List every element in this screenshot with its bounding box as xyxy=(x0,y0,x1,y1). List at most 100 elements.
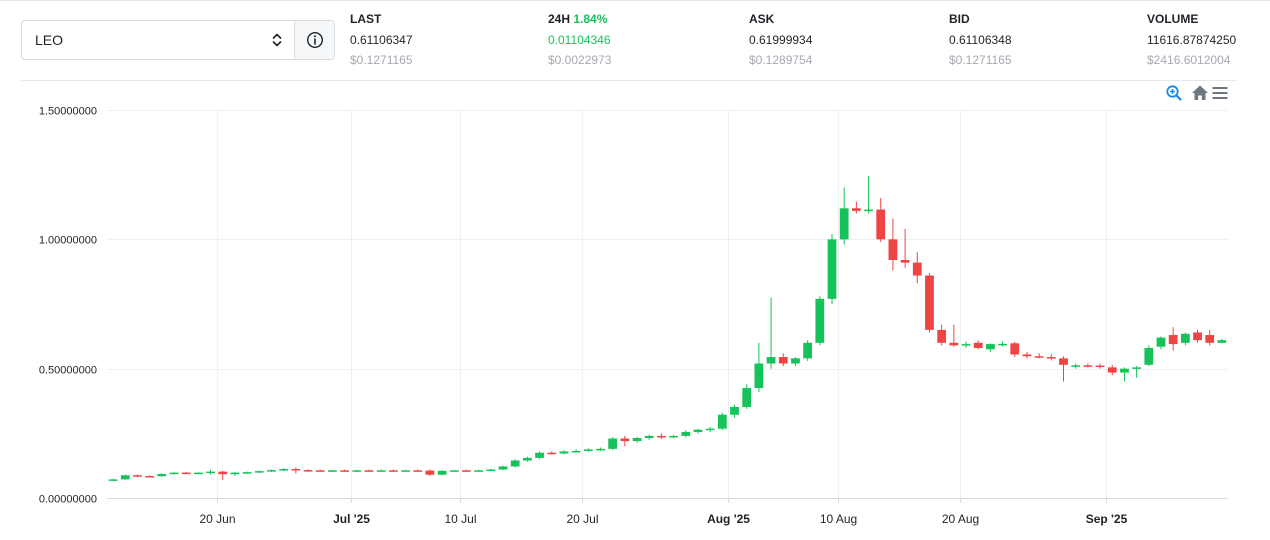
candle[interactable] xyxy=(474,469,484,472)
reset-zoom-button[interactable] xyxy=(1190,83,1210,103)
candle[interactable] xyxy=(742,384,752,409)
candle[interactable] xyxy=(376,469,386,472)
candle[interactable] xyxy=(876,197,886,242)
candle[interactable] xyxy=(498,465,508,471)
candle[interactable] xyxy=(973,340,983,350)
candle[interactable] xyxy=(851,201,861,214)
candle[interactable] xyxy=(730,404,739,418)
candle[interactable] xyxy=(571,449,581,453)
market-select[interactable]: LEO xyxy=(22,21,294,59)
candle[interactable] xyxy=(583,448,593,452)
candle[interactable] xyxy=(998,341,1007,347)
candle[interactable] xyxy=(1217,338,1227,344)
candle[interactable] xyxy=(1022,351,1032,359)
candle[interactable] xyxy=(1193,329,1202,343)
candle[interactable] xyxy=(462,469,471,472)
candle[interactable] xyxy=(1010,341,1020,358)
candle[interactable] xyxy=(157,473,167,477)
candle[interactable] xyxy=(1107,364,1117,376)
candle[interactable] xyxy=(1034,353,1044,359)
candle[interactable] xyxy=(693,428,703,434)
candle[interactable] xyxy=(1095,363,1105,369)
candle[interactable] xyxy=(596,447,605,451)
candle[interactable] xyxy=(864,175,873,214)
y-tick-label: 0.00000000 xyxy=(39,494,97,506)
candle[interactable] xyxy=(827,234,837,304)
candle[interactable] xyxy=(937,324,947,346)
candle[interactable] xyxy=(986,343,995,352)
candle[interactable] xyxy=(193,472,203,475)
candle[interactable] xyxy=(900,228,910,268)
candle[interactable] xyxy=(254,470,264,474)
candle[interactable] xyxy=(1205,329,1215,346)
market-selector[interactable]: LEO xyxy=(21,20,335,60)
candle[interactable] xyxy=(133,474,142,477)
candle[interactable] xyxy=(291,467,301,474)
candle[interactable] xyxy=(437,470,447,476)
candle[interactable] xyxy=(839,187,849,245)
candle[interactable] xyxy=(1168,327,1178,351)
candle[interactable] xyxy=(669,434,678,439)
candle[interactable] xyxy=(766,297,776,369)
candle[interactable] xyxy=(1156,336,1166,350)
candle[interactable] xyxy=(486,468,496,472)
candle[interactable] xyxy=(1083,363,1093,368)
candle[interactable] xyxy=(352,469,362,472)
candle[interactable] xyxy=(717,412,727,431)
chart-menu-button[interactable] xyxy=(1210,83,1230,103)
candle[interactable] xyxy=(522,456,532,462)
candle[interactable] xyxy=(218,470,228,480)
candle[interactable] xyxy=(230,471,240,477)
candle[interactable] xyxy=(303,469,313,472)
candle[interactable] xyxy=(1071,363,1081,369)
candle[interactable] xyxy=(815,296,825,346)
candle[interactable] xyxy=(145,475,155,478)
market-info-button[interactable] xyxy=(294,21,334,59)
candle[interactable] xyxy=(120,474,130,480)
candle[interactable] xyxy=(328,469,337,472)
candle[interactable] xyxy=(888,218,898,271)
candle[interactable] xyxy=(413,469,423,472)
candle[interactable] xyxy=(267,469,276,473)
candle[interactable] xyxy=(181,471,191,475)
candle[interactable] xyxy=(632,436,642,443)
candle[interactable] xyxy=(108,478,118,481)
candle[interactable] xyxy=(425,469,435,477)
candle[interactable] xyxy=(608,437,618,451)
candle[interactable] xyxy=(388,469,398,472)
candle[interactable] xyxy=(340,469,349,472)
candle[interactable] xyxy=(559,450,569,455)
candle[interactable] xyxy=(803,340,813,361)
candle[interactable] xyxy=(620,435,630,447)
candle[interactable] xyxy=(925,272,934,333)
candle[interactable] xyxy=(949,324,959,347)
candle[interactable] xyxy=(961,341,971,348)
candle[interactable] xyxy=(657,433,666,440)
candle[interactable] xyxy=(169,472,179,475)
candle[interactable] xyxy=(547,451,557,455)
candle[interactable] xyxy=(535,451,544,460)
candle[interactable] xyxy=(449,469,459,472)
zoom-in-button[interactable] xyxy=(1164,83,1184,103)
candle[interactable] xyxy=(778,353,788,367)
candle[interactable] xyxy=(242,471,252,474)
candle[interactable] xyxy=(705,426,715,433)
candle[interactable] xyxy=(912,252,922,284)
candle[interactable] xyxy=(279,467,289,472)
candle[interactable] xyxy=(1132,366,1142,378)
candle[interactable] xyxy=(364,469,374,472)
candle[interactable] xyxy=(644,434,654,440)
candle[interactable] xyxy=(1180,332,1190,346)
candle[interactable] xyxy=(401,469,410,472)
candle[interactable] xyxy=(754,342,764,392)
candle[interactable] xyxy=(1046,354,1056,361)
candle[interactable] xyxy=(1120,367,1129,382)
candle[interactable] xyxy=(1144,345,1154,367)
candle[interactable] xyxy=(681,430,691,438)
candle[interactable] xyxy=(1059,356,1068,382)
candle[interactable] xyxy=(206,469,215,475)
candle[interactable] xyxy=(315,469,325,472)
candle[interactable] xyxy=(510,459,520,468)
candle[interactable] xyxy=(791,357,800,367)
